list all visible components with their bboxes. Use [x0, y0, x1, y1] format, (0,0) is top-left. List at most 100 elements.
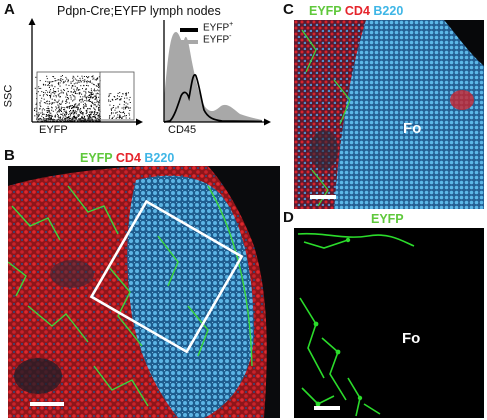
scatter-dot: [72, 107, 74, 108]
scatter-dot: [124, 101, 126, 103]
scatter-dot: [95, 106, 97, 108]
scatter-dot: [97, 112, 99, 114]
scatter-dot: [42, 113, 44, 115]
scatter-dot: [41, 115, 43, 117]
scatter-dot: [38, 88, 40, 89]
scatter-dot: [89, 111, 91, 113]
scatter-dot: [91, 112, 93, 114]
scatter-dot: [129, 117, 131, 119]
scatter-dot: [66, 99, 67, 101]
scatter-dot: [47, 94, 48, 96]
scatter-dot: [79, 99, 81, 101]
stain-b220: B220: [373, 4, 404, 18]
panel-d-follicle-label: Fo: [402, 330, 421, 347]
scatter-dot: [51, 81, 53, 83]
stain-b220: B220: [144, 151, 175, 165]
scatter-dot: [36, 102, 38, 104]
scatter-dot: [72, 118, 73, 120]
scatter-dot: [88, 99, 90, 100]
scatter-dot: [86, 112, 88, 114]
scatter-dot: [95, 120, 97, 122]
scatter-dot: [87, 108, 89, 110]
scatter-dot: [65, 118, 67, 120]
legend-label-eyfp-neg: EYFP: [203, 34, 230, 46]
scatter-dots: [34, 75, 131, 122]
scatter-dot: [76, 93, 78, 95]
scatter-dot: [76, 106, 78, 108]
legend-swatch-eyfp-neg: [180, 40, 198, 44]
scatter-dot: [85, 97, 87, 99]
scatter-dot: [82, 101, 84, 103]
scatter-dot: [52, 120, 54, 122]
scatter-dot: [55, 101, 57, 103]
scatter-dot: [96, 101, 98, 103]
scatter-dot: [60, 92, 62, 94]
scatter-dot: [49, 120, 51, 122]
scatter-dot: [47, 106, 49, 108]
scatter-dot: [78, 118, 80, 120]
scatter-dot: [46, 100, 48, 102]
scatter-dot: [117, 92, 119, 94]
scatter-dot: [47, 108, 49, 109]
scatter-dot: [67, 106, 69, 108]
scatter-dot: [65, 115, 67, 117]
scatter-dot: [122, 93, 124, 95]
scatter-dot: [69, 115, 71, 117]
scatter-dot: [48, 82, 50, 84]
scatter-dot: [83, 90, 85, 92]
scatter-dot: [78, 104, 80, 106]
scatter-dot: [87, 100, 89, 102]
scatter-dot: [66, 92, 68, 94]
scatter-dot: [81, 98, 83, 100]
scatter-dot: [92, 75, 94, 77]
panel-b-tissue: [8, 166, 267, 418]
scatter-dot: [96, 114, 98, 115]
scatter-dot: [41, 111, 43, 113]
scatter-dot: [70, 81, 72, 83]
scatter-dot: [63, 81, 65, 83]
background-corner: [294, 20, 484, 60]
scatter-dot: [41, 109, 43, 111]
scatter-dot: [44, 92, 46, 94]
eyfp-network: [301, 29, 351, 207]
scatter-dot: [66, 94, 68, 96]
scatter-dot: [51, 102, 53, 104]
scatter-dot: [38, 86, 40, 88]
scatter-dot: [95, 85, 97, 87]
panel-b-scale-bar: [30, 402, 64, 406]
scatter-dot: [82, 79, 84, 81]
scatter-dot: [48, 103, 50, 105]
scatter-dot: [66, 106, 67, 108]
scatter-dot: [72, 80, 74, 82]
scatter-dot: [50, 112, 52, 114]
scatter-dot: [55, 91, 57, 93]
scatter-dot: [85, 118, 87, 120]
scatter-dot: [48, 100, 50, 102]
scatter-dot: [108, 93, 110, 95]
scatter-dot: [44, 117, 46, 119]
scatter-dot: [95, 104, 96, 106]
scatter-dot: [112, 99, 114, 101]
scatter-plot: [28, 18, 143, 126]
scatter-dot: [87, 118, 89, 119]
scatter-dot: [90, 97, 92, 99]
scatter-dot: [45, 84, 46, 86]
scatter-dot: [73, 83, 75, 85]
scatter-dot: [50, 93, 52, 95]
scatter-dot: [98, 76, 100, 78]
scatter-dot: [47, 81, 49, 83]
scatter-dot: [74, 112, 76, 114]
scatter-dot: [74, 107, 76, 109]
scatter-dot: [36, 98, 38, 100]
scatter-dot: [93, 116, 95, 118]
t-zone-edge: [294, 20, 366, 209]
scatter-dot: [78, 114, 80, 116]
scatter-dot: [66, 88, 68, 90]
scatter-dot: [60, 80, 62, 82]
scatter-dot: [60, 108, 62, 110]
scatter-dot: [65, 120, 66, 122]
scatter-dot: [64, 80, 66, 82]
scatter-dot: [51, 115, 53, 117]
scatter-dot: [35, 110, 37, 112]
scatter-dot: [76, 107, 78, 109]
